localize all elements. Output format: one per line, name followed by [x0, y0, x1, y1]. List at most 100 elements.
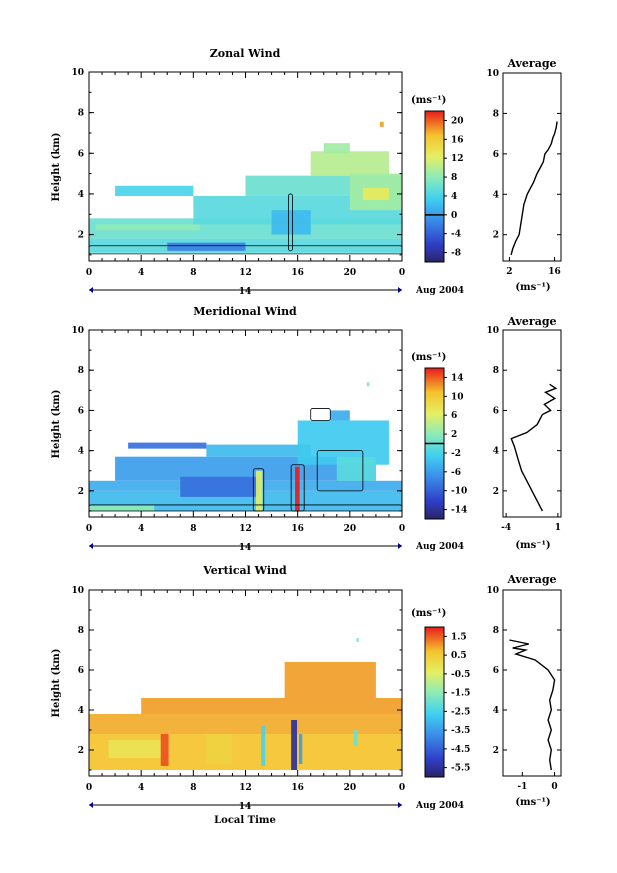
profile-y-tick-label: 8 [493, 366, 499, 376]
x-tick-label: 0 [86, 268, 92, 278]
x-axis-label: Local Time [214, 815, 276, 826]
colorbar-tick-label: -1.5 [451, 689, 470, 699]
day-label: 14 [239, 287, 252, 297]
y-axis: 2 4 6 8 10 [71, 586, 402, 771]
y-tick-label: 10 [71, 586, 84, 596]
colorbar-unit: (ms⁻¹) [411, 608, 446, 619]
x-tick-label: 16 [291, 268, 304, 278]
colorbar-tick-label: -4.5 [451, 745, 470, 755]
profile-unit: (ms⁻¹) [515, 282, 550, 293]
y-tick-label: 2 [78, 746, 84, 756]
day-label: 14 [239, 543, 252, 553]
heatmap-cell [115, 185, 194, 196]
x-axis: 0 4 8 12 16 20 0 [86, 72, 405, 278]
profile-y-tick-label: 10 [486, 326, 499, 336]
profile-title: Average [506, 573, 556, 586]
x-axis: 0 4 8 12 16 20 0 [86, 330, 405, 534]
heatmap-cell [336, 456, 376, 481]
profile-y-tick-label: 4 [493, 447, 499, 457]
colorbar-tick-label: -3.5 [451, 726, 470, 736]
heatmap-cell [128, 442, 207, 449]
x-tick-label: 0 [399, 268, 405, 278]
profile: 2 4 6 8 10 -1 0 [486, 586, 562, 792]
colorbar-tick-label: 12 [451, 154, 464, 164]
colorbar-tick-label: 20 [451, 116, 464, 126]
colorbar-tick-label: 0.5 [451, 651, 467, 661]
x-tick-label: 8 [190, 524, 196, 534]
heatmap-cell [167, 242, 246, 251]
x-tick-label: 4 [138, 268, 144, 278]
profile-y-tick-label: 4 [493, 190, 499, 200]
heatmap-cell [271, 210, 311, 235]
panel-title: Vertical Wind [202, 564, 287, 577]
y-axis-label: Height (km) [51, 390, 62, 459]
profile-x-tick-label: -1 [517, 782, 527, 792]
colorbar-tick-label: -2.5 [451, 707, 470, 717]
heatmap [89, 121, 402, 255]
heatmap-cell [295, 466, 300, 511]
x-tick-label: 12 [239, 268, 252, 278]
y-tick-label: 2 [78, 487, 84, 497]
y-axis: 2 4 6 8 10 [71, 326, 402, 512]
heatmap [89, 382, 402, 512]
profile-frame [502, 589, 562, 777]
colorbar-tick-label: 14 [451, 373, 464, 383]
date-label: Aug 2004 [415, 286, 464, 296]
y-tick-label: 8 [78, 109, 84, 119]
vertical-panel: Vertical Wind Height (km) 2 4 6 8 10 0 4 8 12 16… [51, 564, 562, 826]
y-tick-label: 10 [71, 68, 84, 78]
heatmap-cell [108, 740, 161, 758]
heatmap-cell [206, 734, 233, 764]
colorbar-tick-label: -4 [451, 230, 461, 240]
colorbar-tick-label: -5.5 [451, 764, 470, 774]
profile-y-tick-label: 8 [493, 109, 499, 119]
colorbar: 1.5 0.5 -0.5 -1.5 -2.5 -3.5 -4.5 -5.5 [424, 626, 470, 778]
profile-x-tick-label: -4 [501, 523, 511, 533]
colorbar-tick-label: -2 [451, 449, 461, 459]
heatmap-cell [310, 151, 389, 176]
colorbar-tick-label: 6 [451, 411, 457, 421]
heatmap [89, 638, 402, 770]
heatmap-cell [323, 143, 350, 154]
y-tick-label: 2 [78, 231, 84, 241]
panel-title: Zonal Wind [210, 47, 281, 60]
x-tick-label: 16 [291, 783, 304, 793]
colorbar-tick-label: -0.5 [451, 670, 470, 680]
heatmap-cell [141, 698, 402, 714]
x-tick-label: 0 [399, 783, 405, 793]
x-tick-label: 0 [399, 524, 405, 534]
y-tick-label: 8 [78, 626, 84, 636]
heatmap-cell [89, 490, 402, 511]
colorbar-tick-label: 16 [451, 135, 464, 145]
profile-line [510, 121, 558, 256]
heatmap-cell [180, 476, 259, 497]
profile-title: Average [506, 315, 556, 328]
day-bar: 14 Aug 2004 [89, 542, 464, 553]
x-tick-label: 20 [344, 783, 357, 793]
y-tick-label: 8 [78, 366, 84, 376]
colorbar-tick-label: -14 [451, 506, 467, 516]
profile-y-tick-label: 2 [493, 231, 499, 241]
y-tick-label: 4 [78, 447, 84, 457]
x-tick-label: 16 [291, 524, 304, 534]
zero-contour [316, 450, 364, 492]
profile-line [510, 383, 558, 512]
heatmap-cell [291, 720, 298, 770]
profile-x-tick-label: 1 [555, 523, 561, 533]
colorbar-tick-label: 2 [451, 430, 457, 440]
heatmap-cell [89, 714, 402, 734]
heatmap-cell [206, 444, 311, 457]
colorbar-tick-label: -10 [451, 487, 467, 497]
zero-contour [310, 408, 331, 421]
zero-contour [89, 504, 402, 512]
y-tick-label: 4 [78, 190, 84, 200]
colorbar: 14 10 6 2 -2 -6 -10 -14 [424, 367, 467, 520]
profile-y-tick-label: 10 [486, 69, 499, 79]
y-tick-label: 10 [71, 326, 84, 336]
profile-frame [502, 329, 562, 518]
profile-y-tick-label: 6 [493, 666, 499, 676]
profile-x-tick-label: 2 [506, 267, 512, 277]
heatmap-cell [160, 734, 169, 766]
profile-line [509, 639, 556, 771]
